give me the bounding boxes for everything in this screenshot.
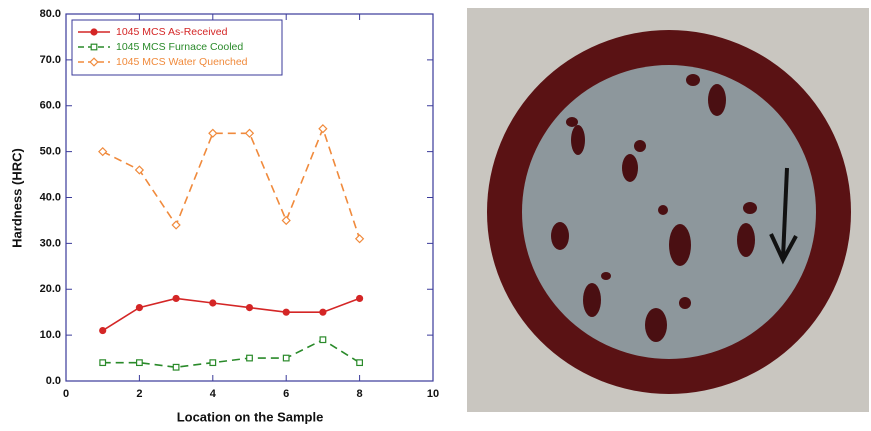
holes bbox=[551, 74, 757, 342]
marker bbox=[172, 363, 180, 371]
marker bbox=[171, 220, 181, 230]
marker bbox=[281, 215, 291, 226]
arrow bbox=[769, 167, 798, 265]
y-tick-label: 30.0 bbox=[40, 237, 61, 249]
marker bbox=[356, 359, 363, 367]
marker bbox=[245, 304, 254, 312]
marker bbox=[134, 165, 145, 175]
marker bbox=[99, 326, 107, 335]
marker bbox=[209, 299, 217, 307]
series-line bbox=[102, 297, 360, 332]
marker bbox=[90, 28, 98, 36]
x-tick-label: 8 bbox=[357, 388, 363, 400]
x-tick-label: 10 bbox=[427, 388, 439, 400]
legend-box bbox=[71, 19, 283, 76]
marker bbox=[135, 304, 143, 312]
y-tick-label: 40.0 bbox=[40, 191, 61, 203]
y-tick-label: 0.0 bbox=[46, 375, 61, 387]
legend-label: 1045 MCS As-Received bbox=[116, 26, 228, 38]
legend-label: 1045 MCS Furnace Cooled bbox=[116, 41, 243, 53]
series-line bbox=[102, 338, 361, 369]
x-axis-title: Location on the Sample bbox=[177, 409, 324, 424]
marker bbox=[282, 308, 290, 316]
marker bbox=[354, 234, 365, 244]
y-axis-title: Hardness (HRC) bbox=[9, 148, 24, 248]
y-tick-label: 60.0 bbox=[40, 100, 61, 112]
sample-face bbox=[522, 65, 816, 359]
y-tick-label: 50.0 bbox=[40, 146, 61, 158]
marker bbox=[98, 146, 108, 157]
marker bbox=[90, 43, 98, 51]
marker bbox=[318, 124, 328, 134]
marker bbox=[99, 359, 107, 367]
marker bbox=[356, 294, 364, 303]
x-tick-label: 4 bbox=[210, 388, 217, 400]
marker bbox=[89, 57, 99, 67]
marker bbox=[208, 128, 218, 138]
y-tick-label: 80.0 bbox=[40, 8, 61, 20]
marker bbox=[244, 128, 255, 138]
marker bbox=[246, 354, 253, 362]
x-tick-label: 6 bbox=[283, 388, 289, 400]
sample-photo bbox=[467, 8, 869, 412]
marker bbox=[319, 336, 327, 344]
y-tick-label: 20.0 bbox=[40, 283, 61, 295]
marker bbox=[319, 308, 327, 316]
y-tick-label: 10.0 bbox=[40, 329, 61, 341]
x-tick-label: 0 bbox=[63, 388, 69, 400]
marker bbox=[136, 359, 143, 367]
marker bbox=[282, 354, 290, 362]
y-tick-label: 70.0 bbox=[40, 54, 61, 66]
legend-label: 1045 MCS Water Quenched bbox=[116, 56, 248, 68]
series-line bbox=[102, 126, 361, 240]
x-tick-label: 2 bbox=[136, 388, 142, 400]
marker bbox=[209, 359, 217, 367]
marker bbox=[172, 294, 180, 303]
